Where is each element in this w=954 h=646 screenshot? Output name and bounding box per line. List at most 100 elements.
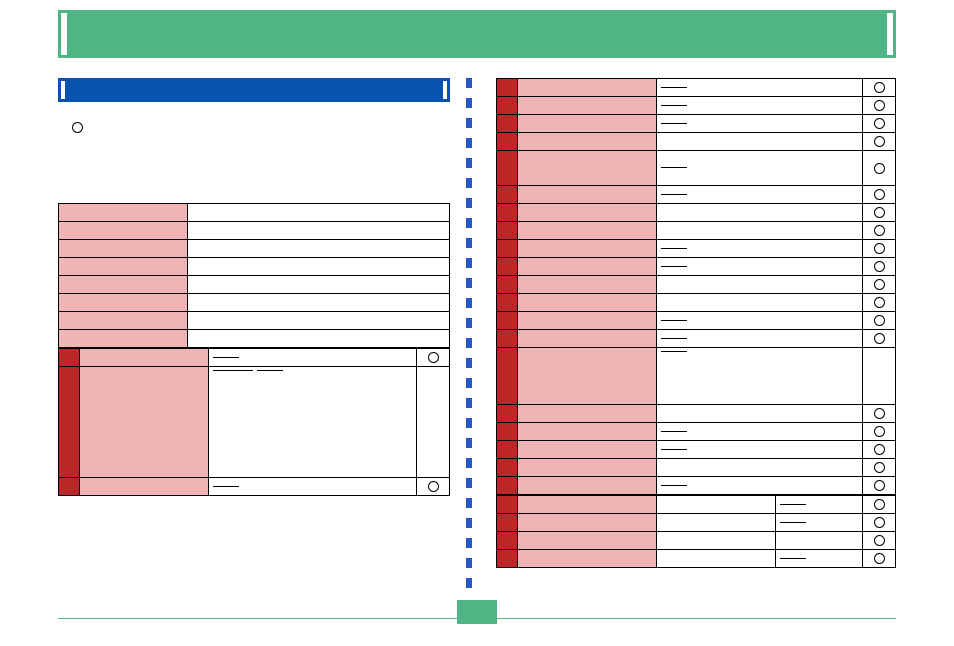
table-row [497, 405, 896, 423]
row-value [209, 367, 417, 478]
row-label [518, 258, 657, 276]
table-row [497, 348, 896, 405]
row-value [188, 276, 450, 294]
row-value [209, 478, 417, 496]
table-row [497, 459, 896, 477]
row-label [518, 550, 657, 568]
header-right-mark [887, 13, 893, 55]
table-row [497, 115, 896, 133]
row-label [518, 405, 657, 423]
row-value [657, 258, 863, 276]
table-row [59, 276, 450, 294]
row-label [518, 240, 657, 258]
row-red-stripe [59, 349, 80, 367]
row-label [518, 330, 657, 348]
row-label [518, 312, 657, 330]
table-row [497, 97, 896, 115]
row-red-stripe [497, 312, 518, 330]
row-value [188, 222, 450, 240]
table-row [497, 441, 896, 459]
row-red-stripe [497, 204, 518, 222]
row-value [657, 151, 863, 186]
row-red-stripe [497, 115, 518, 133]
row-label [518, 97, 657, 115]
table-row [497, 496, 896, 514]
row-circle [863, 222, 896, 240]
table-row [59, 258, 450, 276]
row-label [518, 441, 657, 459]
row-value [657, 348, 863, 405]
row-circle [863, 550, 896, 568]
row-circle [863, 405, 896, 423]
table-row [497, 477, 896, 495]
section-title-bar [58, 78, 450, 102]
row-circle [863, 133, 896, 151]
row-red-stripe [497, 550, 518, 568]
row-circle [863, 514, 896, 532]
section-right-mark [443, 81, 447, 99]
row-label [80, 478, 209, 496]
row-value [657, 330, 863, 348]
table-row [497, 514, 896, 532]
row-red-stripe [497, 496, 518, 514]
table-row [497, 186, 896, 204]
row-value [657, 240, 863, 258]
row-value [657, 477, 863, 495]
row-label [59, 258, 188, 276]
table-row [59, 478, 450, 496]
row-label [518, 222, 657, 240]
row-circle [863, 151, 896, 186]
row-red-stripe [497, 459, 518, 477]
row-red-stripe [497, 133, 518, 151]
row-value [657, 204, 863, 222]
table-row [497, 79, 896, 97]
table-row [59, 240, 450, 258]
table-row [497, 550, 896, 568]
table-row [497, 330, 896, 348]
row-label [518, 496, 657, 514]
row-red-stripe [497, 330, 518, 348]
bullet-item [58, 102, 450, 133]
row-circle [863, 312, 896, 330]
row-red-stripe [497, 441, 518, 459]
bullet-icon [72, 122, 83, 133]
row-circle [863, 79, 896, 97]
right-foot-table [496, 495, 896, 568]
table-row [497, 423, 896, 441]
row-value [209, 349, 417, 367]
row-label [518, 514, 657, 532]
table-row [497, 240, 896, 258]
row-label [518, 133, 657, 151]
row-red-stripe [497, 348, 518, 405]
row-circle [863, 240, 896, 258]
row-red-stripe [497, 151, 518, 186]
table-row [59, 367, 450, 478]
table-row [59, 222, 450, 240]
row-label [59, 276, 188, 294]
row-label [518, 459, 657, 477]
row-label [518, 477, 657, 495]
row-label [518, 79, 657, 97]
row-label [518, 115, 657, 133]
table-row [497, 532, 896, 550]
row-value [657, 441, 863, 459]
table-row [59, 204, 450, 222]
row-value [657, 312, 863, 330]
row-red-stripe [497, 514, 518, 532]
row-circle [863, 330, 896, 348]
table-row [497, 258, 896, 276]
row-value [776, 496, 863, 514]
row-label [59, 312, 188, 330]
row-red-stripe [497, 258, 518, 276]
row-circle [863, 477, 896, 495]
row-red-stripe [497, 97, 518, 115]
row-circle [417, 349, 450, 367]
row-red-stripe [59, 478, 80, 496]
row-label [59, 294, 188, 312]
row-red-stripe [497, 79, 518, 97]
row-circle [863, 459, 896, 477]
left-table-top [58, 203, 450, 348]
table-row [59, 349, 450, 367]
row-red-stripe [497, 186, 518, 204]
row-label [518, 276, 657, 294]
